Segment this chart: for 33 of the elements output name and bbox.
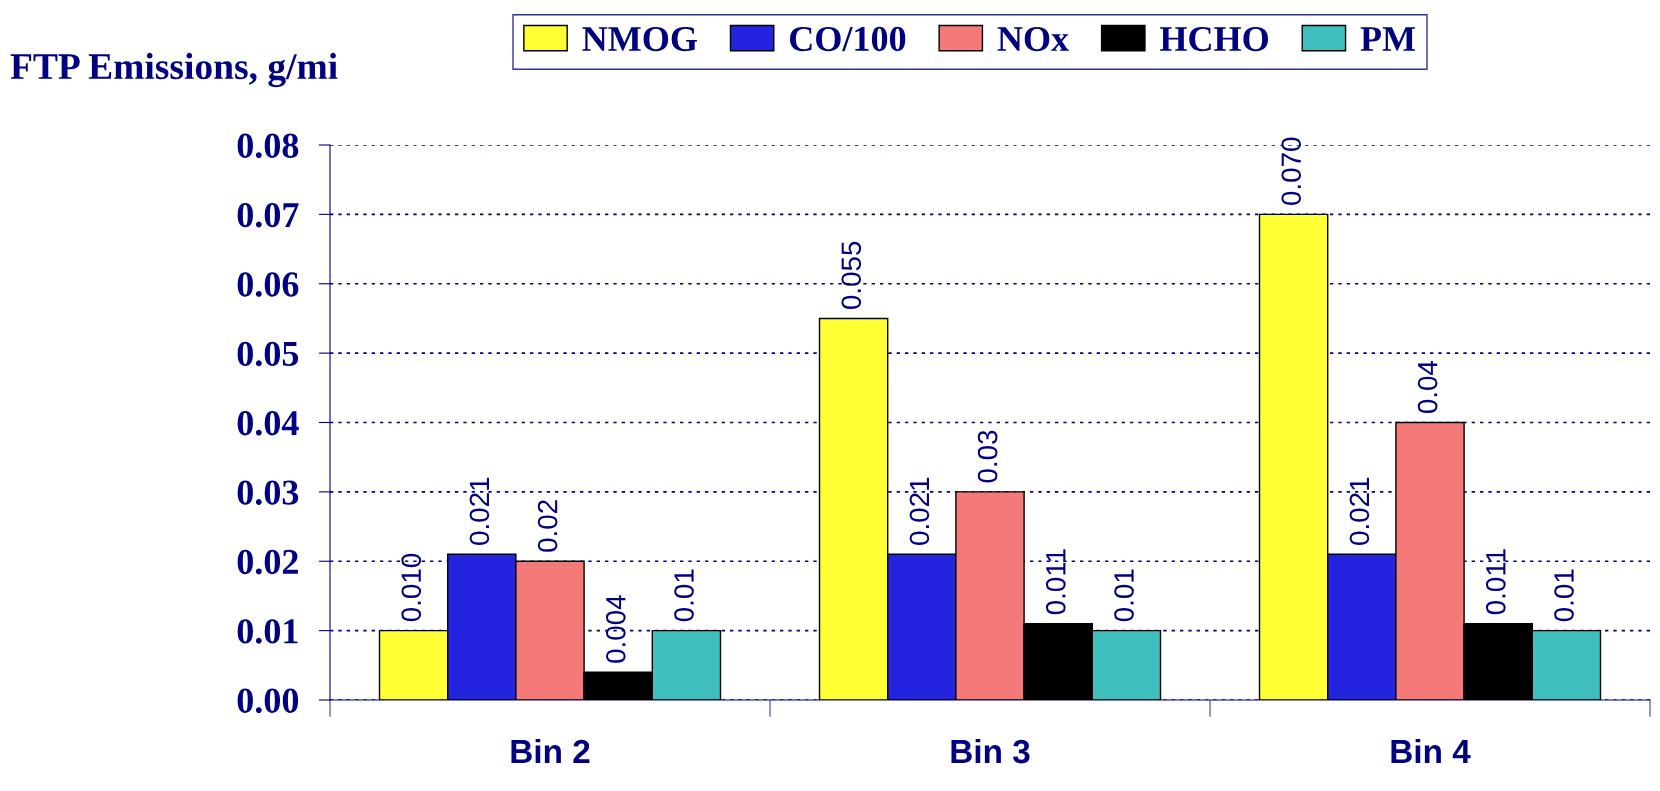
legend-label: CO/100 <box>790 26 906 52</box>
data-label: 0.011 <box>1485 549 1506 615</box>
data-label: 0.004 <box>605 595 626 663</box>
data-label: 0.070 <box>1281 137 1302 205</box>
y-tick-label: 0.07 <box>237 202 299 228</box>
legend-label: NMOG <box>582 26 697 52</box>
legend-label: NOx <box>997 26 1069 52</box>
data-label: 0.010 <box>401 553 422 622</box>
y-tick-label: 0.04 <box>237 411 299 436</box>
data-label: 0.02 <box>537 500 558 552</box>
y-tick-label: 0.05 <box>237 341 299 367</box>
y-tick-label: 0.00 <box>237 688 299 714</box>
data-label: 0.021 <box>469 477 490 545</box>
data-label: 0.01 <box>674 569 694 622</box>
data-label: 0.021 <box>1349 477 1370 545</box>
legend-label: PM <box>1360 27 1416 51</box>
legend-label: HCHO <box>1160 26 1268 52</box>
x-tick-label: Bin 4 <box>1391 738 1471 764</box>
y-tick-label: 0.01 <box>237 619 298 644</box>
y-tick-label: 0.06 <box>237 272 299 297</box>
y-axis-title: FTP Emissions, g/mi <box>10 52 338 88</box>
data-label: 0.01 <box>1114 569 1134 622</box>
y-tick-label: 0.08 <box>237 133 299 159</box>
data-label: 0.01 <box>1554 569 1574 622</box>
data-label: 0.011 <box>1045 549 1066 615</box>
data-label: 0.04 <box>1417 360 1438 414</box>
y-tick-label: 0.02 <box>237 549 298 575</box>
data-label: 0.055 <box>841 241 862 310</box>
y-tick-label: 0.03 <box>237 480 299 505</box>
x-tick-label: Bin 3 <box>951 738 1030 764</box>
data-label: 0.021 <box>909 477 930 545</box>
data-label: 0.03 <box>977 430 998 483</box>
x-tick-label: Bin 2 <box>511 738 590 764</box>
